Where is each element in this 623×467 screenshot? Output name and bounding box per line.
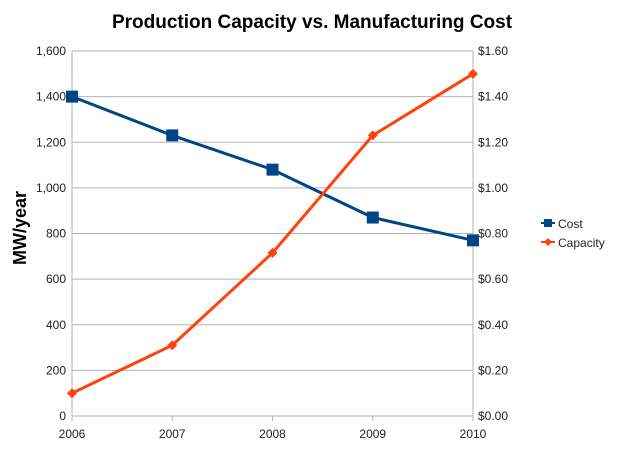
y-tick-label: 800 — [46, 227, 66, 241]
y2-tick-label: $1.40 — [478, 90, 508, 104]
legend-marker — [544, 238, 552, 246]
data-point-capacity — [267, 247, 278, 258]
x-tick-label: 2006 — [59, 427, 86, 441]
data-point-cost — [467, 234, 479, 247]
y-tick-label: 1,200 — [36, 135, 66, 149]
data-point-capacity — [367, 130, 378, 141]
legend-label: Capacity — [558, 236, 605, 250]
data-point-cost — [66, 90, 78, 103]
y-tick-label: 1,400 — [36, 90, 66, 104]
legend-marker — [544, 219, 552, 227]
data-point-cost — [166, 129, 179, 142]
y2-tick-label: $0.40 — [478, 318, 508, 332]
y-tick-label: 200 — [46, 363, 66, 377]
data-point-cost — [366, 211, 379, 224]
y-tick-label: 600 — [46, 272, 66, 286]
y-tick-label: 400 — [46, 318, 66, 332]
x-tick-label: 2010 — [460, 427, 487, 441]
data-point-cost — [266, 163, 279, 176]
y-axis-label: MW/year — [10, 191, 30, 265]
y2-tick-label: $1.60 — [478, 44, 508, 58]
x-tick-label: 2007 — [159, 427, 186, 441]
data-point-capacity — [167, 340, 178, 351]
y2-tick-label: $0.60 — [478, 272, 508, 286]
y2-tick-label: $1.00 — [478, 181, 508, 195]
chart-title: Production Capacity vs. Manufacturing Co… — [112, 12, 513, 33]
y2-tick-label: $0.00 — [478, 409, 508, 423]
legend-label: Cost — [558, 217, 583, 231]
x-tick-label: 2009 — [359, 427, 386, 441]
data-point-capacity — [67, 388, 77, 399]
y2-tick-label: $0.20 — [478, 363, 508, 377]
x-tick-label: 2008 — [259, 427, 286, 441]
y-tick-label: 0 — [59, 409, 66, 423]
data-point-capacity — [468, 68, 478, 79]
y2-tick-label: $1.20 — [478, 135, 508, 149]
y2-tick-label: $0.80 — [478, 227, 508, 241]
y-tick-label: 1,600 — [36, 44, 66, 58]
y-tick-label: 1,000 — [36, 181, 66, 195]
